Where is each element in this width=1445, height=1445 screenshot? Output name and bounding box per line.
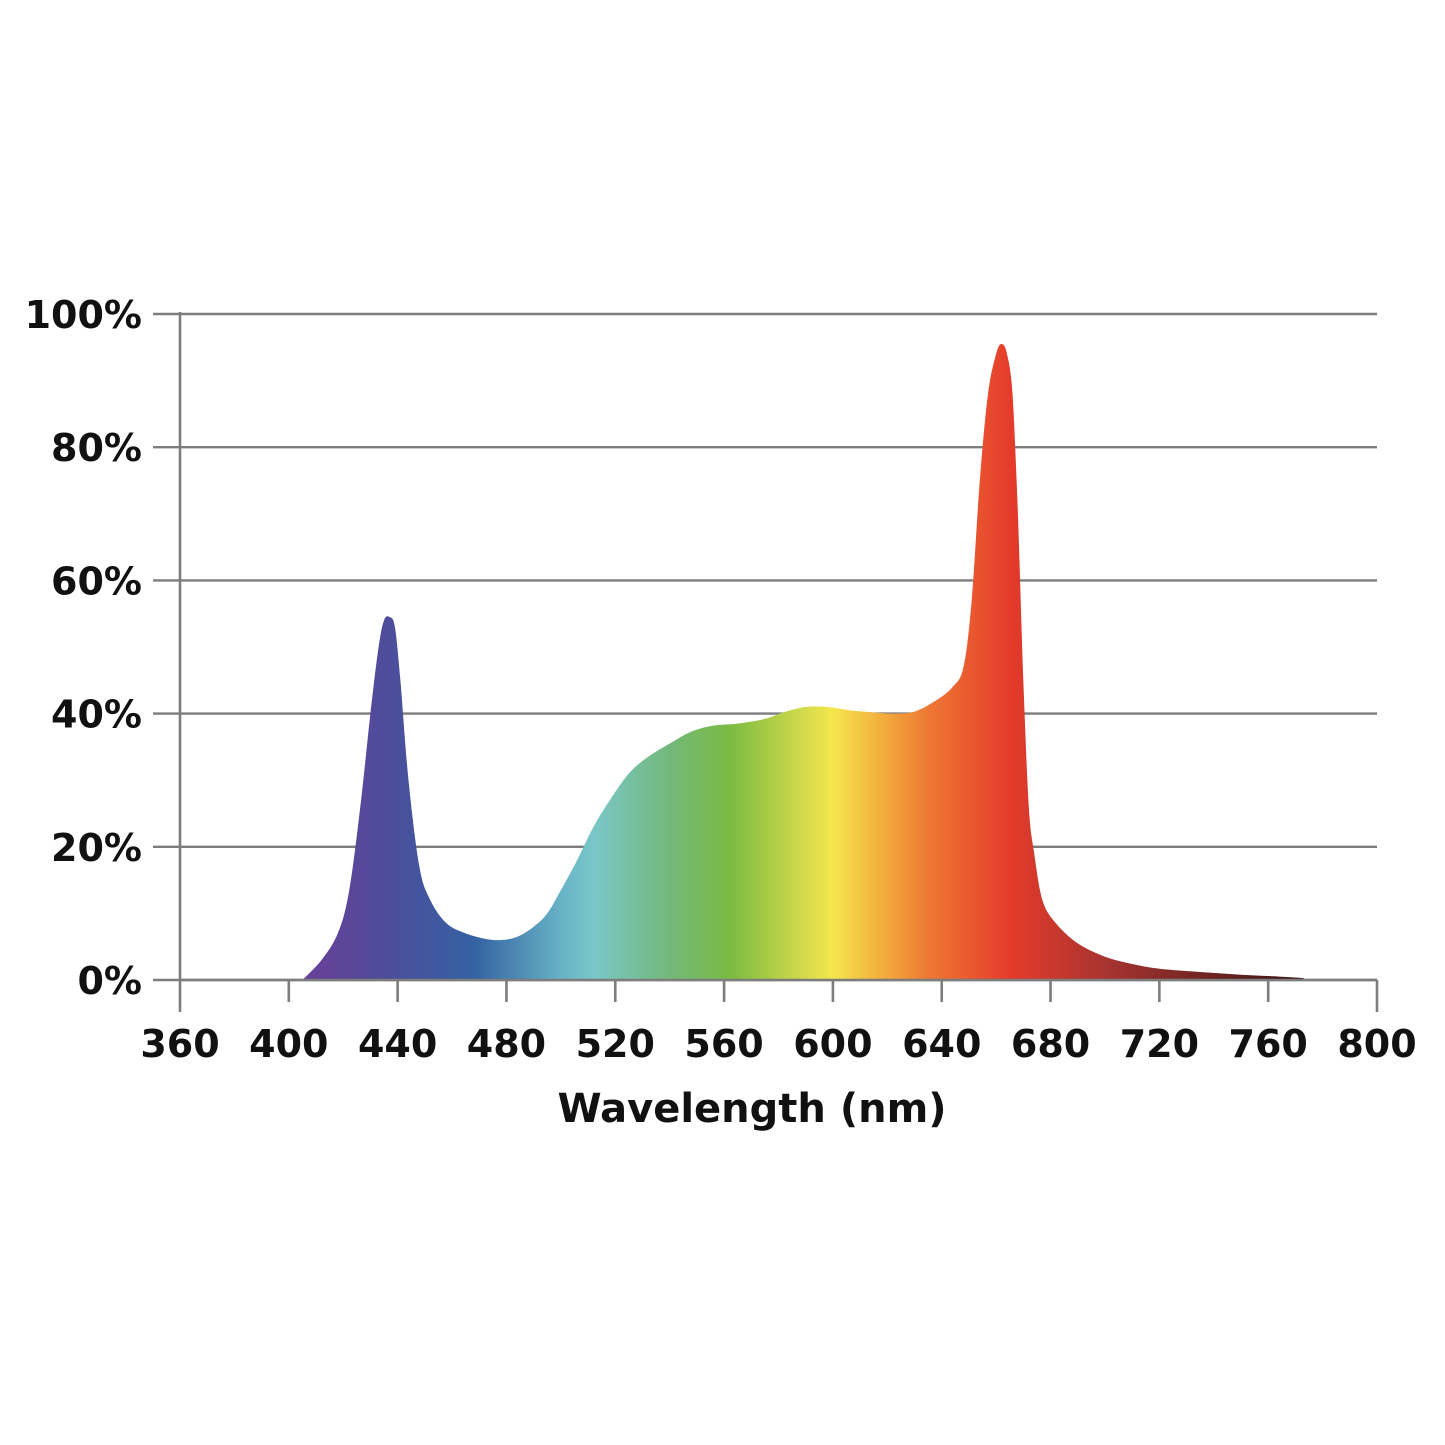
y-axis-tick-labels: 0% 20% 40% 60% 80% 100% (25, 293, 142, 1003)
y-tick-label: 60% (51, 559, 142, 603)
x-tick-label: 760 (1229, 1022, 1308, 1066)
x-tick-label: 720 (1120, 1022, 1199, 1066)
x-tick-label: 560 (684, 1022, 763, 1066)
y-tick-label: 20% (51, 826, 142, 870)
spectrum-area (302, 344, 1304, 980)
x-tick-label: 360 (140, 1022, 219, 1066)
x-tick-label: 680 (1011, 1022, 1090, 1066)
axes (178, 312, 1379, 1012)
x-tick-label: 400 (249, 1022, 328, 1066)
y-tick-label: 0% (77, 959, 142, 1003)
x-tick-label: 800 (1337, 1022, 1416, 1066)
y-tick-label: 100% (25, 293, 142, 337)
x-axis-title: Wavelength (nm) (557, 1086, 946, 1132)
x-tick-label: 480 (467, 1022, 546, 1066)
x-tick-label: 600 (793, 1022, 872, 1066)
x-tick-label: 440 (358, 1022, 437, 1066)
y-tick-label: 80% (51, 426, 142, 470)
x-tick-label: 640 (902, 1022, 981, 1066)
y-tick-label: 40% (51, 693, 142, 737)
x-axis-tick-labels: 360 400 440 480 520 560 600 640 680 720 760 800 (140, 1022, 1416, 1066)
x-tick-label: 520 (576, 1022, 655, 1066)
